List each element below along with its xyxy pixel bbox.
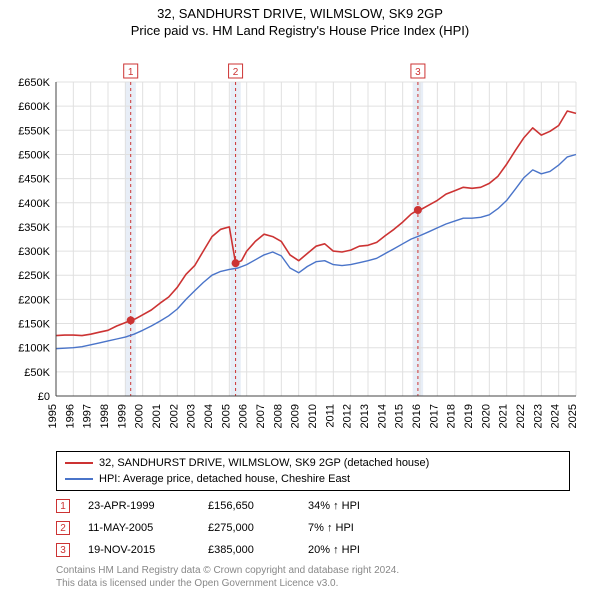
event-badge-small: 1 xyxy=(56,499,70,513)
event-badge-small: 3 xyxy=(56,543,70,557)
x-tick-label: 2004 xyxy=(203,404,215,428)
y-tick-label: £400K xyxy=(18,198,50,210)
y-tick-label: £150K xyxy=(18,319,50,331)
event-price: £275,000 xyxy=(208,522,308,534)
legend-label: 32, SANDHURST DRIVE, WILMSLOW, SK9 2GP (… xyxy=(99,457,429,469)
x-tick-label: 2001 xyxy=(151,404,163,428)
x-tick-label: 2000 xyxy=(134,404,146,428)
x-tick-label: 2013 xyxy=(359,404,371,428)
y-tick-label: £200K xyxy=(18,294,50,306)
chart-title-address: 32, SANDHURST DRIVE, WILMSLOW, SK9 2GP xyxy=(0,6,600,21)
y-tick-label: £100K xyxy=(18,343,50,355)
y-tick-label: £500K xyxy=(18,149,50,161)
y-tick-label: £0 xyxy=(38,391,50,403)
event-date: 23-APR-1999 xyxy=(88,500,208,512)
footer-line-1: Contains HM Land Registry data © Crown c… xyxy=(56,565,570,578)
x-tick-label: 2021 xyxy=(498,404,510,428)
sale-marker xyxy=(414,206,422,214)
x-tick-label: 2019 xyxy=(463,404,475,428)
x-tick-label: 1999 xyxy=(116,404,128,428)
x-tick-label: 2022 xyxy=(515,404,527,428)
x-tick-label: 2005 xyxy=(220,404,232,428)
event-badge-small: 2 xyxy=(56,521,70,535)
x-tick-label: 2014 xyxy=(376,404,388,428)
chart-area: £0 £50K £100K £150K £200K £250K £300K £350K £400… xyxy=(0,38,600,443)
footer-attribution: Contains HM Land Registry data © Crown c… xyxy=(56,565,570,590)
y-tick-label: £600K xyxy=(18,101,50,113)
x-tick-label: 2016 xyxy=(411,404,423,428)
x-tick-label: 2018 xyxy=(446,404,458,428)
event-price: £385,000 xyxy=(208,544,308,556)
x-tick-label: 2023 xyxy=(532,404,544,428)
x-tick-label: 1996 xyxy=(64,404,76,428)
y-tick-label: £450K xyxy=(18,174,50,186)
event-row: 3 19-NOV-2015£385,00020% ↑ HPI xyxy=(56,539,570,561)
y-tick-label: £50K xyxy=(24,367,50,379)
x-tick-label: 2024 xyxy=(550,404,562,428)
x-tick-label: 1998 xyxy=(99,404,111,428)
chart-container: 32, SANDHURST DRIVE, WILMSLOW, SK9 2GP P… xyxy=(0,0,600,590)
event-relative: 7% ↑ HPI xyxy=(308,522,354,534)
y-tick-label: £350K xyxy=(18,222,50,234)
x-tick-label: 2007 xyxy=(255,404,267,428)
x-tick-label: 2006 xyxy=(238,404,250,428)
sale-marker xyxy=(127,316,135,324)
x-tick-label: 1995 xyxy=(47,404,59,428)
legend-swatch xyxy=(65,462,93,464)
event-date: 11-MAY-2005 xyxy=(88,522,208,534)
legend-row: 32, SANDHURST DRIVE, WILMSLOW, SK9 2GP (… xyxy=(65,455,561,471)
y-tick-label: £250K xyxy=(18,270,50,282)
x-tick-label: 2011 xyxy=(324,404,336,428)
footer-line-2: This data is licensed under the Open Gov… xyxy=(56,578,570,590)
x-tick-label: 1997 xyxy=(82,404,94,428)
event-badge-label: 3 xyxy=(415,67,421,78)
event-badge-label: 1 xyxy=(128,67,134,78)
price-chart-svg: £0 £50K £100K £150K £200K £250K £300K £350K £400… xyxy=(0,38,600,438)
event-badge-label: 2 xyxy=(233,67,239,78)
x-tick-label: 2010 xyxy=(307,404,319,428)
x-tick-label: 2025 xyxy=(567,404,579,428)
legend-swatch xyxy=(65,478,93,480)
events-table: 1 23-APR-1999£156,65034% ↑ HPI 2 11-MAY-200… xyxy=(56,495,570,561)
event-relative: 34% ↑ HPI xyxy=(308,500,360,512)
event-row: 1 23-APR-1999£156,65034% ↑ HPI xyxy=(56,495,570,517)
x-tick-label: 2015 xyxy=(394,404,406,428)
event-relative: 20% ↑ HPI xyxy=(308,544,360,556)
chart-titles: 32, SANDHURST DRIVE, WILMSLOW, SK9 2GP P… xyxy=(0,0,600,38)
x-tick-label: 2012 xyxy=(342,404,354,428)
x-tick-label: 2002 xyxy=(168,404,180,428)
x-tick-label: 2020 xyxy=(480,404,492,428)
chart-subtitle: Price paid vs. HM Land Registry's House … xyxy=(0,23,600,38)
event-date: 19-NOV-2015 xyxy=(88,544,208,556)
sale-marker xyxy=(232,259,240,267)
x-tick-label: 2008 xyxy=(272,404,284,428)
x-tick-label: 2003 xyxy=(186,404,198,428)
y-tick-label: £650K xyxy=(18,77,50,89)
y-tick-label: £300K xyxy=(18,246,50,258)
y-tick-label: £550K xyxy=(18,125,50,137)
x-tick-label: 2017 xyxy=(428,404,440,428)
event-row: 2 11-MAY-2005£275,0007% ↑ HPI xyxy=(56,517,570,539)
legend: 32, SANDHURST DRIVE, WILMSLOW, SK9 2GP (… xyxy=(56,451,570,491)
legend-label: HPI: Average price, detached house, Ches… xyxy=(99,473,350,485)
x-tick-label: 2009 xyxy=(290,404,302,428)
legend-row: HPI: Average price, detached house, Ches… xyxy=(65,471,561,487)
event-price: £156,650 xyxy=(208,500,308,512)
